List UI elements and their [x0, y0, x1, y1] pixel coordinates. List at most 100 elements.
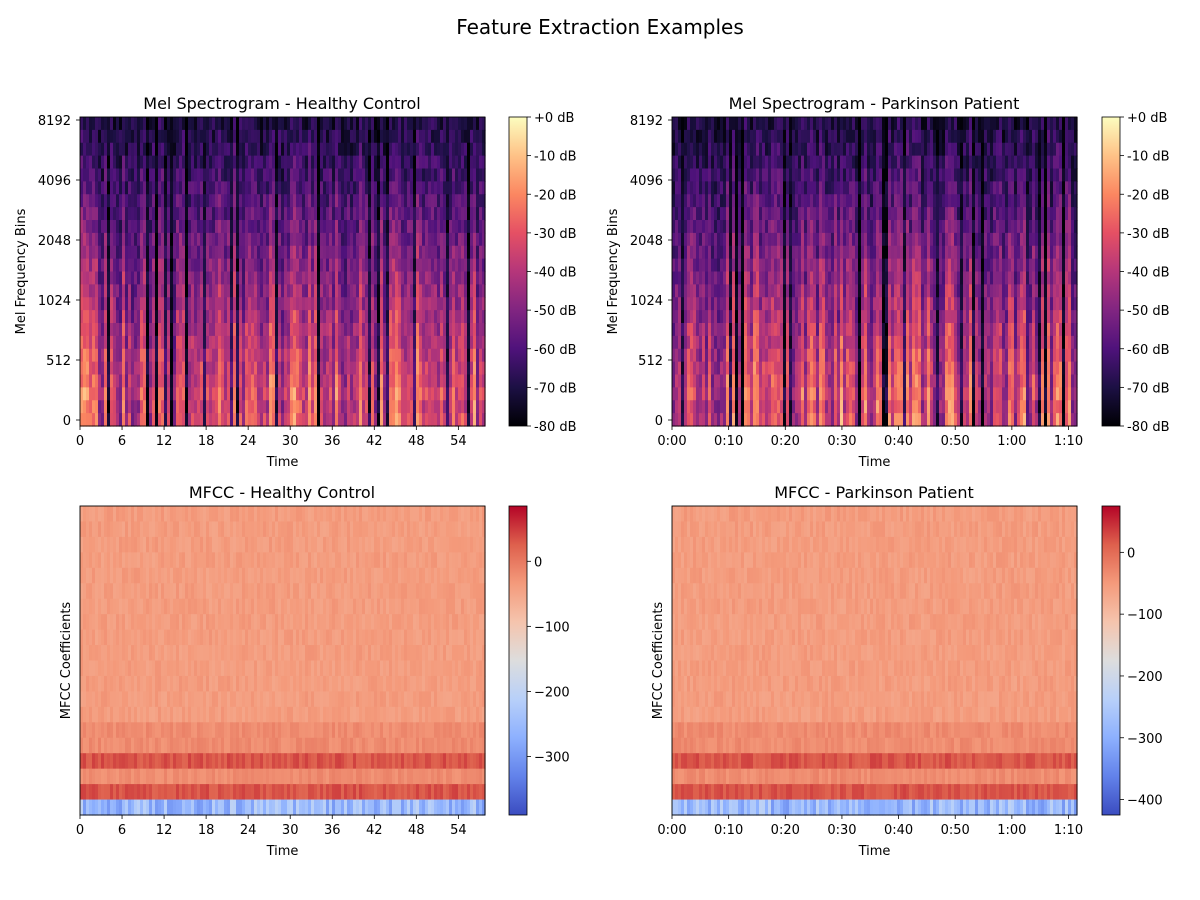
panel-title: Mel Spectrogram - Parkinson Patient	[729, 94, 1020, 113]
colorbar: +0 dB -10 dB -20 dB -30 dB -40 dB -50 dB -60 d…	[508, 111, 577, 435]
x-tick-label: 0:30	[827, 434, 856, 449]
x-axis-label: Time	[858, 844, 891, 859]
colorbar-tick-label: -70 dB	[1127, 381, 1170, 396]
colorbar-gradient	[1102, 506, 1120, 815]
colorbar-tick-label: -50 dB	[1127, 304, 1170, 319]
colorbar: 0 −100 −200 −300 −400	[1101, 505, 1163, 816]
colorbar-frame	[1101, 505, 1121, 816]
colorbar-tick-label: -30 dB	[534, 227, 577, 242]
x-axis: 0:00 0:10 0:20 0:30 0:40 0:50 1:00 1:10	[657, 426, 1083, 449]
heatmap-image	[672, 506, 1078, 816]
x-axis: 0:00 0:10 0:20 0:30 0:40 0:50 1:00 1:10	[657, 815, 1083, 838]
x-tick-label: 0:00	[657, 434, 686, 449]
x-tick-label: 6	[118, 434, 126, 449]
heatmap-image	[80, 506, 486, 816]
x-tick-label: 1:10	[1054, 434, 1083, 449]
colorbar-tick-label: 0	[1127, 546, 1135, 561]
y-axis-label: MFCC Coefficients	[651, 602, 666, 720]
colorbar-frame	[508, 505, 528, 816]
x-tick-label: 36	[324, 434, 341, 449]
y-tick-label: 0	[63, 414, 71, 429]
colorbar-tick-label: -10 dB	[1127, 150, 1170, 165]
x-tick-label: 6	[118, 823, 126, 838]
colorbar-tick-label: -60 dB	[1127, 343, 1170, 358]
colorbar-tick-label: -70 dB	[534, 381, 577, 396]
x-tick-label: 18	[198, 823, 215, 838]
colorbar-tick-label: −100	[1127, 608, 1163, 623]
x-tick-label: 1:00	[997, 823, 1026, 838]
colorbar-tick-label: -20 dB	[1127, 188, 1170, 203]
x-tick-label: 0:40	[884, 434, 913, 449]
colorbar-tick-label: -60 dB	[534, 343, 577, 358]
y-tick-label: 2048	[630, 234, 663, 249]
y-tick-label: 512	[46, 354, 71, 369]
colorbar-tick-label: -40 dB	[534, 266, 577, 281]
x-tick-label: 1:00	[997, 434, 1026, 449]
x-tick-label: 18	[198, 434, 215, 449]
x-tick-label: 30	[282, 434, 299, 449]
x-tick-label: 0:00	[657, 823, 686, 838]
x-tick-label: 1:10	[1054, 823, 1083, 838]
x-tick-label: 12	[156, 434, 173, 449]
plot-frame	[671, 116, 1078, 427]
colorbar-tick-label: -10 dB	[534, 150, 577, 165]
x-tick-label: 48	[408, 434, 425, 449]
heatmap-image	[80, 117, 486, 427]
y-tick-label: 1024	[38, 294, 71, 309]
x-tick-label: 0:50	[941, 434, 970, 449]
x-tick-label: 54	[450, 823, 467, 838]
colorbar-tick-label: 0	[534, 555, 542, 570]
colorbar-tick-label: −100	[534, 620, 570, 635]
y-tick-label: 8192	[38, 114, 71, 129]
y-tick-label: 512	[638, 354, 663, 369]
y-tick-label: 0	[655, 414, 663, 429]
x-tick-label: 42	[366, 823, 383, 838]
x-axis: 0 6 12 18 24 30 36 42 48 54	[76, 426, 467, 449]
panel-title: Mel Spectrogram - Healthy Control	[143, 94, 420, 113]
plot-frame	[79, 505, 486, 816]
plot-frame	[79, 116, 486, 427]
panel-title: MFCC - Healthy Control	[189, 483, 375, 502]
x-tick-label: 0:10	[714, 823, 743, 838]
panel-3: MFCC - Healthy Control 0 6 12 18 24 30 36 42 48 54…	[59, 483, 570, 859]
x-tick-label: 24	[240, 434, 257, 449]
x-tick-label: 12	[156, 823, 173, 838]
colorbar-tick-label: -20 dB	[534, 188, 577, 203]
x-tick-label: 0:40	[884, 823, 913, 838]
heatmap-image	[672, 117, 1078, 427]
x-tick-label: 30	[282, 823, 299, 838]
x-tick-label: 0:30	[827, 823, 856, 838]
x-tick-label: 54	[450, 434, 467, 449]
colorbar-gradient	[509, 506, 527, 815]
x-tick-label: 0	[76, 434, 84, 449]
colorbar-tick-label: −200	[1127, 670, 1163, 685]
colorbar-tick-label: −400	[1127, 794, 1163, 809]
x-tick-label: 0	[76, 823, 84, 838]
y-axis-label: Mel Frequency Bins	[606, 208, 621, 334]
panel-1: Mel Spectrogram - Healthy Control 0 6 12 18 2…	[14, 94, 577, 470]
x-tick-label: 42	[366, 434, 383, 449]
colorbar-tick-label: +0 dB	[1127, 111, 1167, 126]
y-tick-label: 4096	[630, 174, 663, 189]
y-axis: 0 512 1024 2048 4096 8192	[38, 114, 80, 429]
y-axis-label: Mel Frequency Bins	[14, 208, 29, 334]
colorbar-tick-label: −300	[534, 750, 570, 765]
x-tick-label: 48	[408, 823, 425, 838]
panel-2: Mel Spectrogram - Parkinson Patient 0:00 0…	[606, 94, 1170, 470]
colorbar-tick-label: -80 dB	[534, 420, 577, 435]
x-axis-label: Time	[858, 455, 891, 470]
x-tick-label: 36	[324, 823, 341, 838]
x-axis: 0 6 12 18 24 30 36 42 48 54	[76, 815, 467, 838]
panel-title: MFCC - Parkinson Patient	[774, 483, 974, 502]
colorbar-tick-label: -40 dB	[1127, 266, 1170, 281]
x-tick-label: 0:20	[771, 823, 800, 838]
colorbar-gradient	[509, 117, 527, 426]
colorbar: +0 dB -10 dB -20 dB -30 dB -40 dB -50 dB -60 d…	[1101, 111, 1170, 435]
colorbar-gradient	[1102, 117, 1120, 426]
colorbar-tick-label: -50 dB	[534, 304, 577, 319]
y-tick-label: 2048	[38, 234, 71, 249]
x-axis-label: Time	[266, 844, 299, 859]
y-axis-label: MFCC Coefficients	[59, 602, 74, 720]
colorbar-tick-label: -30 dB	[1127, 227, 1170, 242]
